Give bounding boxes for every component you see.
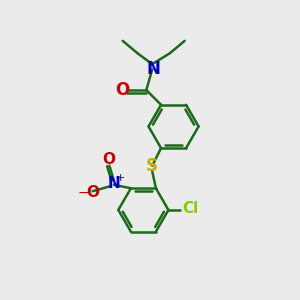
Text: +: + [116,173,125,183]
Text: O: O [115,81,129,99]
Text: O: O [86,185,99,200]
Text: N: N [147,60,160,78]
Text: −: − [77,185,89,200]
Text: O: O [102,152,115,167]
Text: S: S [146,158,158,175]
Text: Cl: Cl [182,201,199,216]
Text: N: N [108,176,121,191]
